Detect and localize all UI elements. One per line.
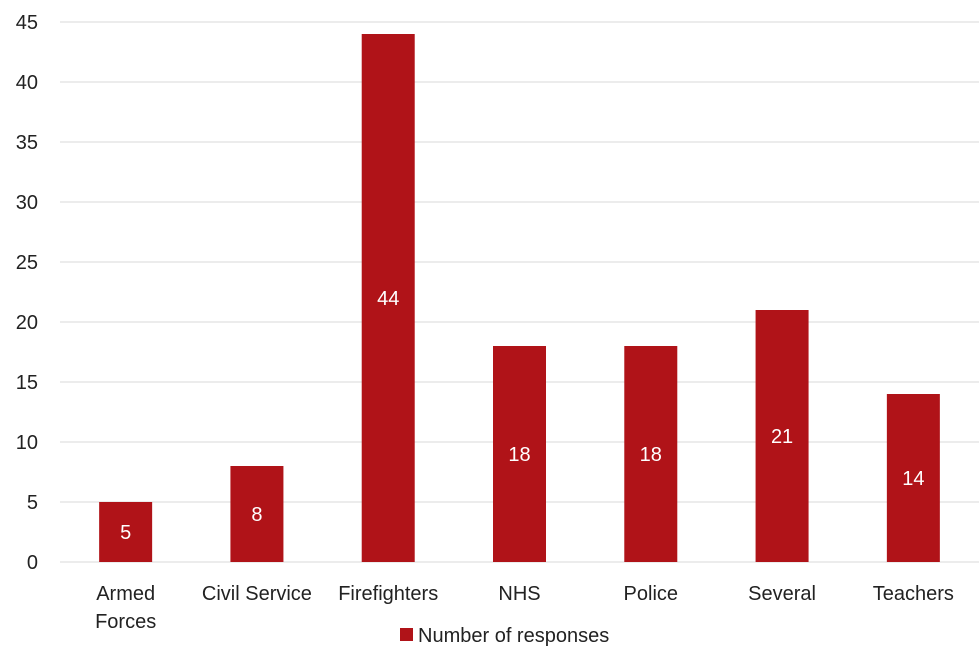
y-tick-label: 20 bbox=[16, 312, 38, 334]
data-labels: 5 8 44 18 18 21 14 bbox=[120, 288, 924, 544]
legend-label: Number of responses bbox=[418, 625, 609, 647]
bars bbox=[99, 34, 940, 562]
bar bbox=[230, 466, 284, 562]
x-category-label: Several bbox=[748, 583, 816, 605]
y-tick-label: 45 bbox=[16, 12, 38, 34]
data-label: 21 bbox=[771, 426, 793, 448]
y-tick-label: 30 bbox=[16, 192, 38, 214]
data-label: 18 bbox=[640, 444, 662, 466]
x-category-label: Police bbox=[624, 583, 678, 605]
x-category-label: NHS bbox=[498, 583, 540, 605]
bar bbox=[886, 394, 940, 562]
data-label: 14 bbox=[902, 468, 924, 490]
y-tick-label: 25 bbox=[16, 252, 38, 274]
bar bbox=[493, 346, 546, 562]
x-axis-category-labels: Armed Forces Civil Service Firefighters NHS P… bbox=[95, 583, 954, 633]
x-category-label: Civil Service bbox=[202, 583, 312, 605]
x-category-label: Teachers bbox=[873, 583, 954, 605]
bar bbox=[361, 34, 415, 562]
y-tick-label: 35 bbox=[16, 132, 38, 154]
y-tick-label: 40 bbox=[16, 72, 38, 94]
data-label: 18 bbox=[508, 444, 530, 466]
x-category-label: Firefighters bbox=[338, 583, 438, 605]
y-tick-label: 15 bbox=[16, 372, 38, 394]
legend: Number of responses bbox=[400, 625, 609, 647]
data-label: 8 bbox=[251, 504, 262, 526]
bar bbox=[624, 346, 678, 562]
gridlines bbox=[60, 21, 979, 563]
legend-swatch bbox=[400, 628, 413, 641]
y-tick-label: 5 bbox=[27, 492, 38, 514]
bar bbox=[99, 502, 153, 562]
y-tick-label: 0 bbox=[27, 552, 38, 574]
data-label: 5 bbox=[120, 522, 131, 544]
y-tick-label: 10 bbox=[16, 432, 38, 454]
x-category-label: Armed bbox=[96, 583, 155, 605]
x-category-label: Forces bbox=[95, 611, 156, 633]
data-label: 44 bbox=[377, 288, 399, 310]
bar bbox=[755, 310, 809, 562]
y-axis-tick-labels: 0 5 10 15 20 25 30 35 40 45 bbox=[16, 12, 38, 574]
